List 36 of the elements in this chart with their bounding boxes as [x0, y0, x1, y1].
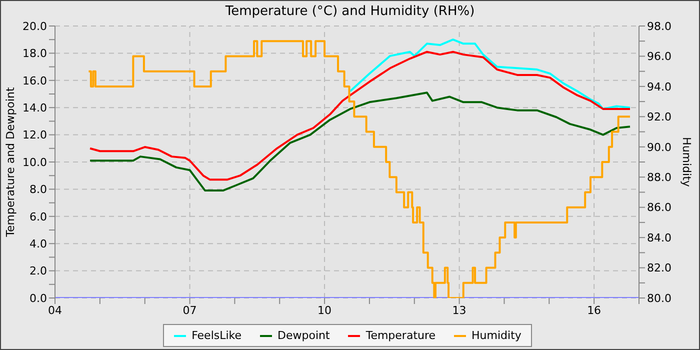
- y2-tick-label: 98.0: [647, 20, 672, 33]
- legend-label: Humidity: [470, 329, 522, 342]
- y2-tick-label: 92.0: [647, 110, 672, 124]
- y-tick-label: 4.0: [30, 238, 47, 251]
- y2-tick-label: 94.0: [647, 80, 672, 94]
- y-tick-label: 14.0: [22, 102, 47, 115]
- y2-tick-label: 84.0: [647, 231, 672, 244]
- y-tick-label: 0.0: [30, 292, 47, 305]
- legend-label: Dewpoint: [276, 329, 330, 342]
- legend-label: Temperature: [364, 329, 436, 342]
- y2-tick-label: 88.0: [647, 171, 672, 184]
- y-tick-label: 20.0: [22, 20, 47, 33]
- chart-title: Temperature (°C) and Humidity (RH%): [224, 4, 476, 19]
- x-tick-label: 07: [182, 304, 197, 317]
- x-tick-label: 10: [318, 304, 332, 317]
- y-axis-title: Temperature and Dewpoint: [4, 86, 17, 238]
- y-tick-label: 12.0: [22, 128, 47, 142]
- y2-tick-label: 96.0: [647, 50, 672, 64]
- line-series: [349, 38, 632, 110]
- y-tick-label: 2.0: [30, 264, 47, 278]
- y-tick-label: 10.0: [22, 156, 47, 169]
- y-tick-label: 6.0: [30, 210, 47, 224]
- y2-tick-label: 82.0: [647, 262, 672, 275]
- x-tick-label: 04: [48, 304, 62, 317]
- line-series: [89, 50, 632, 181]
- y-tick-label: 18.0: [22, 47, 47, 60]
- x-tick-label: 13: [452, 304, 466, 317]
- y-tick-label: 8.0: [30, 183, 47, 196]
- y2-tick-label: 80.0: [647, 292, 672, 305]
- y-tick-label: 16.0: [22, 74, 47, 88]
- y2-tick-label: 90.0: [647, 140, 672, 154]
- line-series: [89, 92, 632, 192]
- x-tick-label: 16: [587, 304, 602, 317]
- y2-tick-label: 86.0: [647, 201, 672, 214]
- legend-label: FeelsLike: [190, 329, 242, 342]
- y2-axis-title: Humidity: [680, 137, 694, 188]
